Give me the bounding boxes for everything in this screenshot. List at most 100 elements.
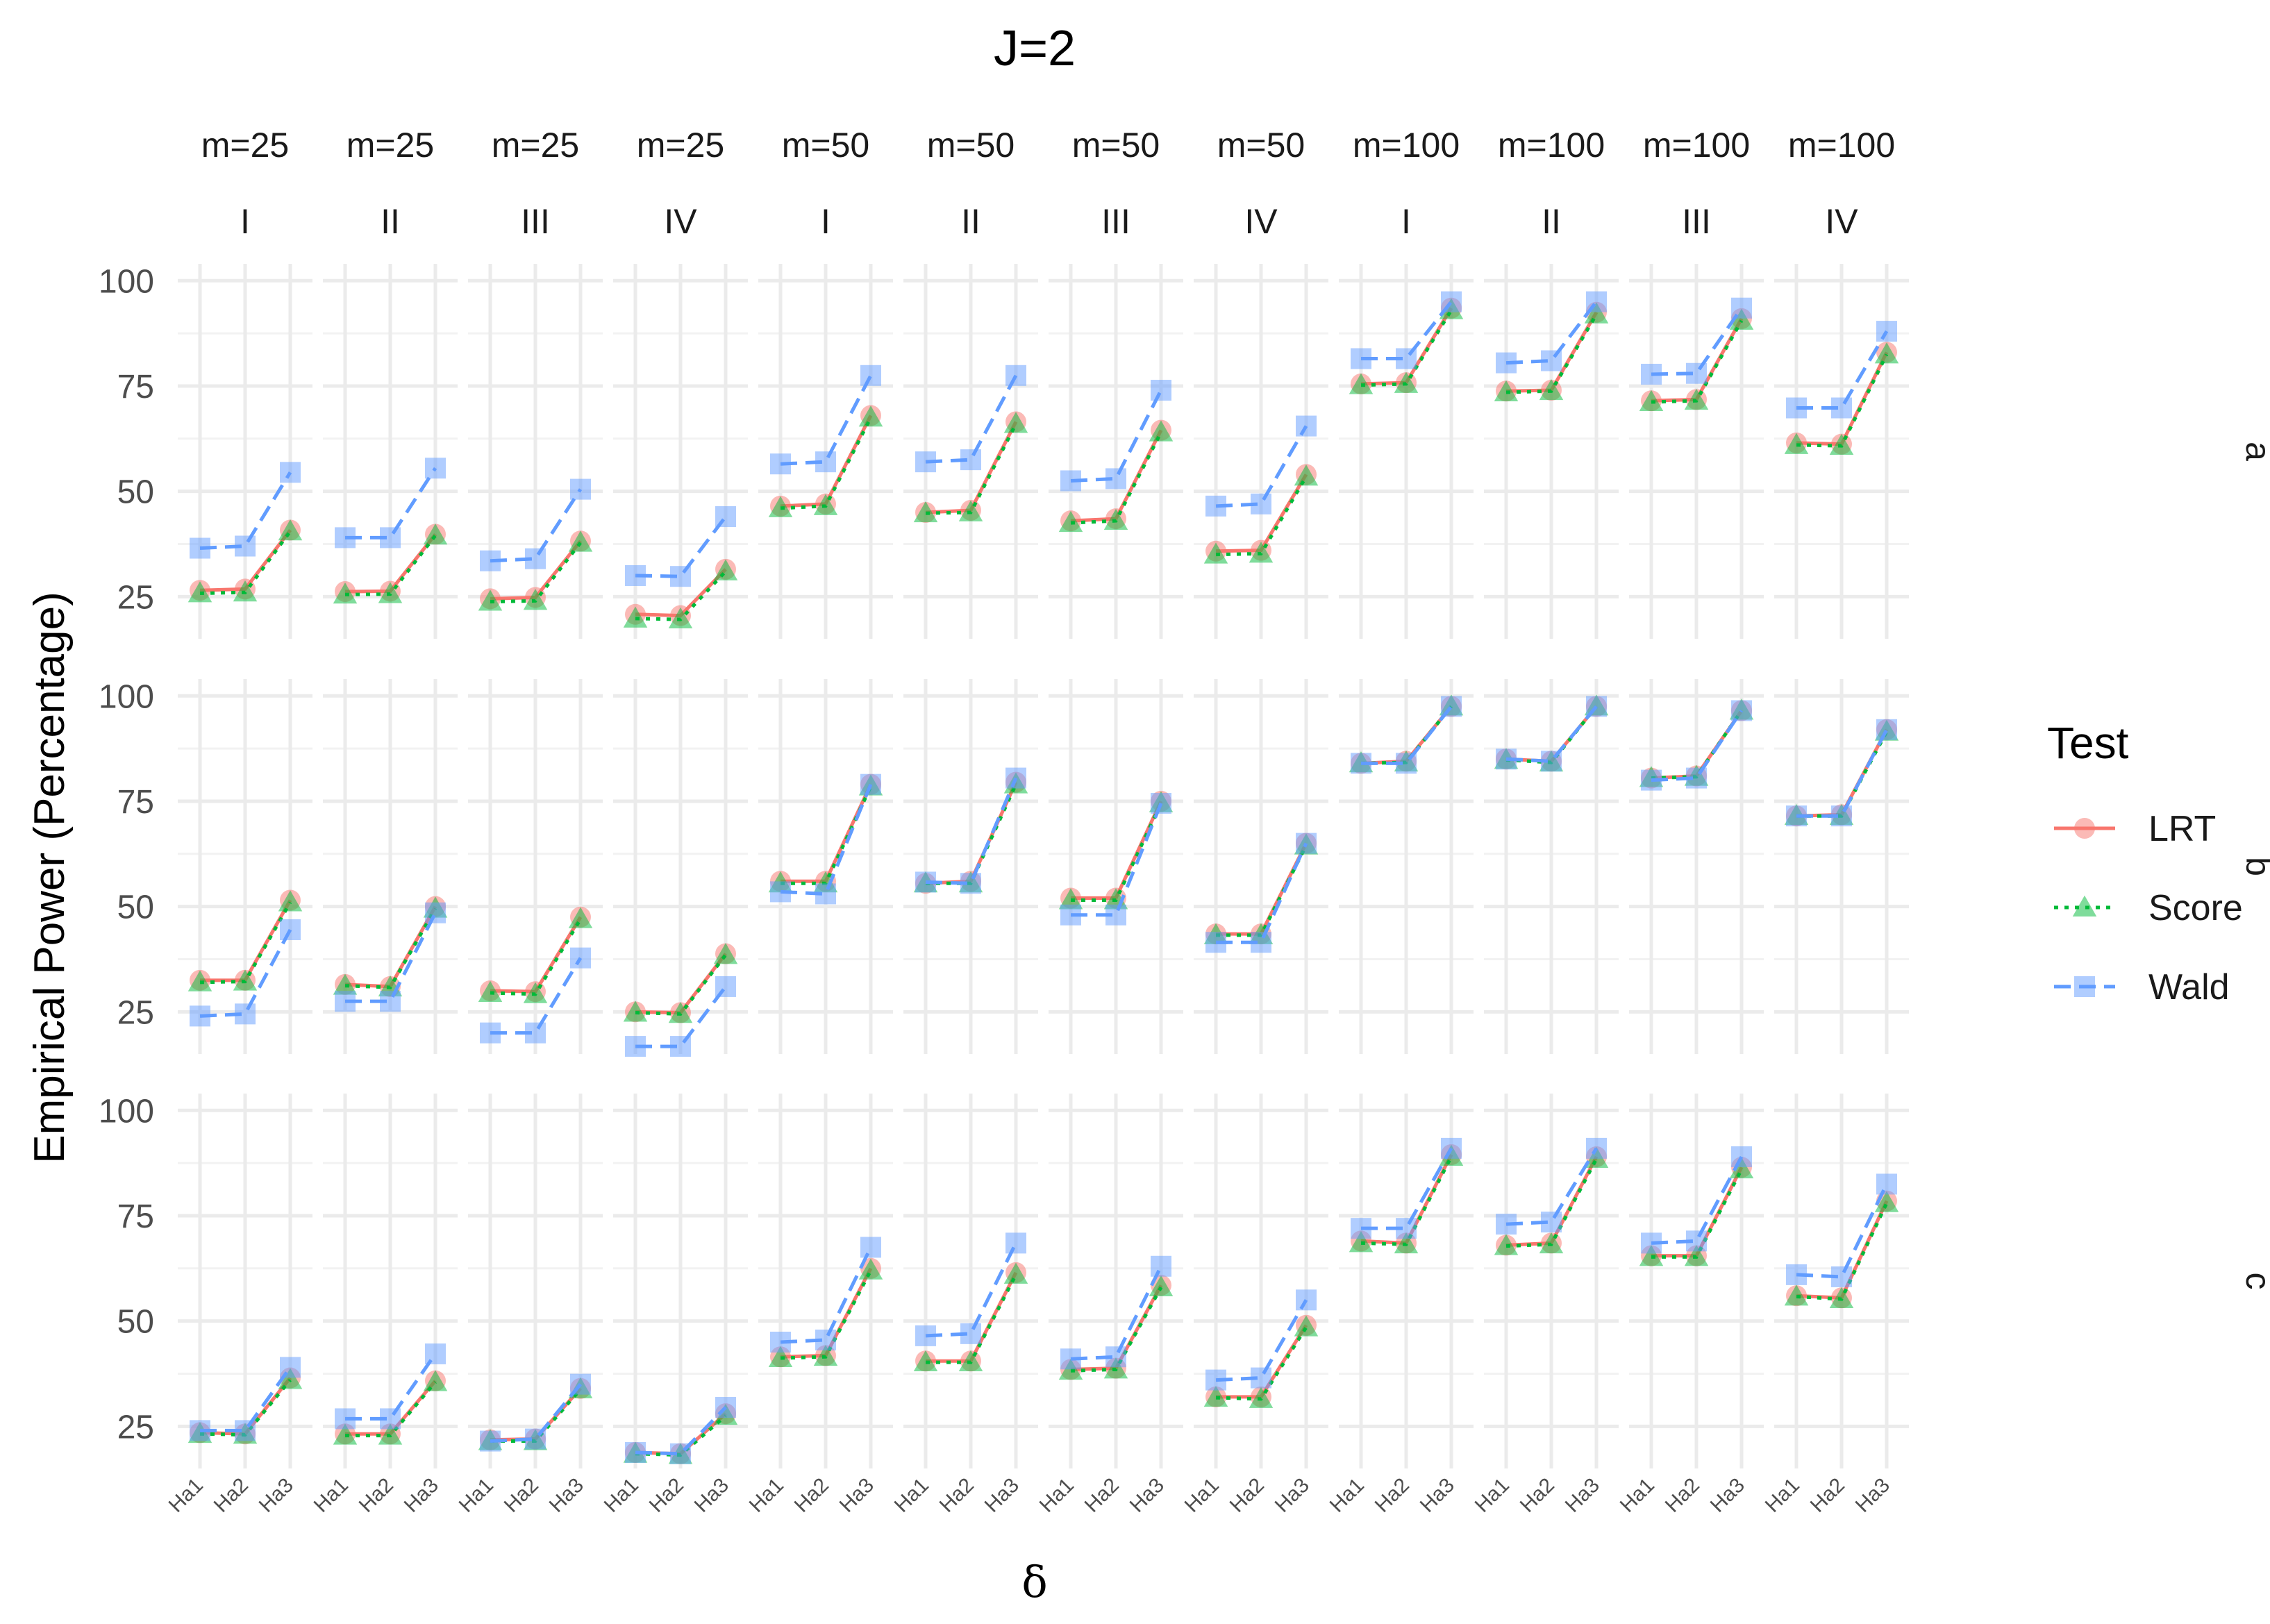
data-point-wald: [425, 458, 446, 479]
y-tick-label: 75: [117, 1198, 154, 1235]
data-point-wald: [1396, 753, 1417, 774]
panel: [613, 679, 748, 1057]
panel: [613, 264, 748, 639]
data-point-wald: [1786, 1264, 1807, 1285]
data-point-wald: [960, 1323, 981, 1344]
data-point-score: [568, 907, 593, 928]
data-point-score: [668, 1002, 693, 1023]
series-line-wald: [1361, 705, 1453, 765]
data-point-score: [1539, 1232, 1564, 1254]
data-point-score: [623, 1001, 648, 1022]
data-point-score: [1349, 1231, 1374, 1253]
row-strip-label: a: [2239, 442, 2270, 461]
panel: [1339, 679, 1474, 1054]
y-tick-label: 25: [117, 994, 154, 1031]
series-line-wald: [345, 467, 437, 539]
legend-label: LRT: [2148, 809, 2216, 849]
legend: Test LRT Score Wald: [2047, 718, 2243, 1007]
series-line-wald: [780, 374, 873, 466]
data-point-wald: [335, 1408, 356, 1430]
data-point-wald: [915, 1325, 936, 1346]
series-line-wald: [1070, 1265, 1163, 1361]
data-point-wald: [860, 365, 881, 386]
data-point-wald: [715, 506, 736, 528]
data-point-wald: [1876, 321, 1897, 342]
data-point-wald: [1496, 748, 1517, 770]
series-line-wald: [635, 985, 727, 1048]
data-point-wald: [570, 947, 591, 969]
series-line-wald: [1505, 1147, 1599, 1226]
data-point-score: [333, 583, 358, 604]
data-point-score: [333, 973, 358, 995]
data-point-wald: [1541, 350, 1562, 371]
series-line-wald: [345, 1353, 437, 1421]
series-line-wald: [1215, 425, 1308, 508]
data-point-score: [1784, 433, 1809, 454]
data-point-wald: [335, 527, 356, 549]
data-point-wald: [625, 1441, 646, 1463]
data-point-wald: [1641, 769, 1662, 791]
data-point-wald: [480, 1430, 501, 1452]
column-strip-design: III: [1101, 202, 1130, 241]
series-line-wald: [780, 783, 873, 896]
data-point-wald: [670, 566, 691, 587]
data-point-wald: [1205, 1369, 1226, 1391]
panel: [758, 264, 893, 639]
y-tick-label: 50: [117, 474, 154, 511]
data-point-wald: [1876, 719, 1897, 740]
data-point-score: [1829, 433, 1854, 455]
column-strip-m: m=25: [201, 126, 289, 165]
data-point-wald: [1731, 700, 1752, 721]
data-point-score: [568, 530, 593, 552]
data-point-score: [913, 501, 938, 523]
data-point-wald: [1831, 397, 1852, 419]
column-strip-design: II: [1542, 202, 1561, 241]
data-point-wald: [1831, 1266, 1852, 1287]
panel: [1049, 679, 1183, 1054]
column-strip-m: m=25: [492, 126, 579, 165]
data-point-wald: [1641, 363, 1662, 385]
panel: Ha1 Ha2 Ha3: [1616, 1094, 1764, 1517]
data-point-score: [1203, 1385, 1228, 1407]
data-point-wald: [280, 462, 301, 483]
data-point-wald: [1831, 805, 1852, 827]
legend-label: Wald: [2148, 967, 2230, 1007]
legend-key-marker: [2074, 818, 2095, 839]
series-line-wald: [1215, 1299, 1308, 1382]
data-point-score: [233, 969, 258, 991]
data-point-wald: [1296, 1289, 1317, 1311]
data-point-wald: [1151, 380, 1171, 401]
data-point-wald: [815, 1329, 836, 1350]
series-line-wald: [1071, 803, 1163, 917]
data-point-wald: [1151, 1255, 1171, 1277]
data-point-score: [423, 524, 448, 545]
data-point-score: [1058, 510, 1083, 533]
data-point-wald: [670, 1036, 691, 1057]
data-point-wald: [1251, 932, 1271, 953]
data-point-score: [478, 980, 503, 1002]
data-point-wald: [1005, 365, 1026, 386]
column-strip-design: III: [521, 202, 550, 241]
data-point-score: [423, 1370, 448, 1391]
data-point-wald: [1060, 1348, 1081, 1370]
series-line-wald: [200, 1366, 292, 1432]
column-strip-m: m=50: [1217, 126, 1305, 165]
panel: [323, 264, 458, 639]
column-strip-m: m=100: [1788, 126, 1895, 165]
data-point-score: [1494, 1234, 1519, 1255]
data-point-wald: [425, 902, 446, 923]
series-line-wald: [925, 1242, 1018, 1338]
data-point-wald: [1396, 1218, 1417, 1239]
data-point-wald: [1586, 696, 1607, 717]
data-point-score: [668, 607, 693, 629]
data-point-score: [1149, 1275, 1174, 1297]
data-point-wald: [1731, 297, 1752, 319]
panel: [468, 264, 603, 639]
panel: [758, 679, 893, 1054]
y-tick-label: 50: [117, 1304, 154, 1341]
data-point-wald: [960, 449, 981, 471]
panel: [1194, 264, 1328, 639]
data-point-score: [1684, 1245, 1709, 1266]
data-point-score: [1829, 1287, 1854, 1309]
